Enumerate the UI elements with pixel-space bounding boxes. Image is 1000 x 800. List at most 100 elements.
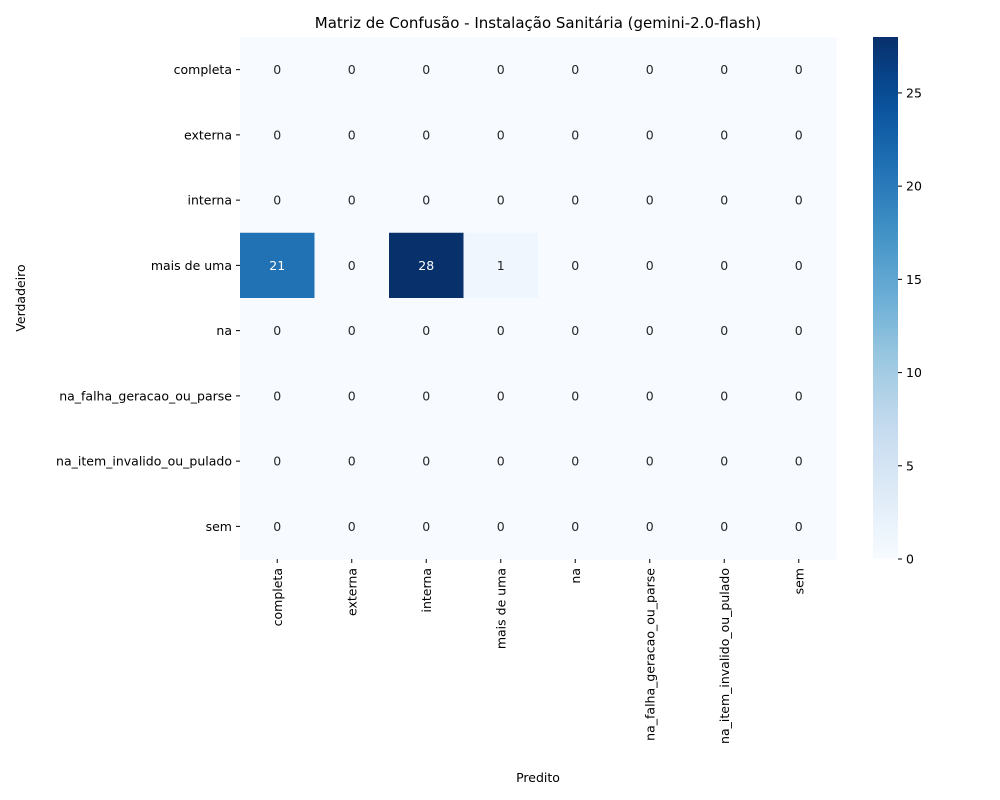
colorbar-tick-label: 15 (906, 272, 922, 287)
cell-value-label: 0 (720, 62, 728, 77)
cell-value-label: 0 (273, 127, 281, 142)
heatmap-cell (240, 167, 316, 234)
x-tick-label: completa (270, 568, 285, 626)
heatmap-cell (538, 232, 614, 299)
cell-value-label: 0 (348, 258, 356, 273)
heatmap-cell (612, 167, 688, 234)
colorbar-tick-label: 10 (906, 365, 922, 380)
cell-value-label: 0 (646, 193, 654, 208)
cell-value-label: 0 (273, 193, 281, 208)
cell-value-label: 0 (273, 519, 281, 534)
heatmap-cell (761, 102, 837, 169)
heatmap-cell (538, 493, 614, 560)
cell-value-label: 0 (497, 323, 505, 338)
heatmap-cell (389, 37, 465, 103)
heatmap-cell (389, 428, 465, 495)
cell-value-label: 1 (497, 258, 505, 273)
cell-value-label: 0 (348, 193, 356, 208)
heatmap-cell (612, 363, 688, 430)
y-tick-label: sem (206, 519, 232, 534)
cell-value-label: 0 (422, 519, 430, 534)
heatmap-cell (538, 428, 614, 495)
colorbar-tick-label: 0 (906, 552, 914, 567)
cell-value-label: 0 (422, 62, 430, 77)
cell-value-label: 0 (422, 323, 430, 338)
heatmap-cell (538, 102, 614, 169)
heatmap-cell (687, 493, 763, 560)
heatmap-cell (314, 493, 390, 560)
cell-value-label: 0 (646, 258, 654, 273)
heatmap-cell (389, 232, 465, 299)
heatmap-cell (761, 37, 837, 103)
cell-value-label: 0 (348, 323, 356, 338)
heatmap-cell (761, 298, 837, 364)
y-tick-label: externa (184, 127, 232, 142)
cell-value-label: 0 (422, 388, 430, 403)
cell-value-label: 0 (273, 388, 281, 403)
cell-value-label: 0 (795, 519, 803, 534)
cell-value-label: 0 (571, 454, 579, 469)
cell-value-label: 0 (720, 388, 728, 403)
heatmap-cell (463, 298, 539, 364)
cell-value-label: 0 (497, 62, 505, 77)
cell-value-label: 0 (348, 127, 356, 142)
heatmap-cell (612, 298, 688, 364)
y-axis-label: Verdadeiro (13, 264, 28, 331)
cell-value-label: 0 (497, 388, 505, 403)
heatmap-cell (463, 363, 539, 430)
cell-value-label: 0 (720, 519, 728, 534)
y-tick-label: completa (174, 62, 232, 77)
heatmap-cell (314, 232, 390, 299)
x-tick-label: interna (419, 568, 434, 613)
heatmap-cell (314, 102, 390, 169)
heatmap-cell (687, 232, 763, 299)
cell-value-label: 0 (422, 127, 430, 142)
heatmap-cell (761, 167, 837, 234)
cell-value-label: 0 (795, 193, 803, 208)
cell-value-label: 0 (720, 127, 728, 142)
cell-value-label: 0 (795, 258, 803, 273)
x-tick-label: na_falha_geracao_ou_parse (642, 568, 657, 741)
colorbar-tick-label: 25 (906, 85, 922, 100)
heatmap-cell (389, 298, 465, 364)
cell-value-label: 0 (571, 127, 579, 142)
heatmap-cell (761, 428, 837, 495)
cell-value-label: 0 (571, 519, 579, 534)
chart-title: Matriz de Confusão - Instalação Sanitári… (315, 14, 761, 32)
heatmap-cell (463, 167, 539, 234)
heatmap-cell (389, 102, 465, 169)
x-tick-label: externa (344, 568, 359, 616)
y-axis: completa externa interna mais de uma na na_fa… (56, 62, 240, 534)
heatmap-cell (240, 493, 316, 560)
heatmap-cell (314, 37, 390, 103)
cell-value-label: 0 (497, 519, 505, 534)
cell-value-label: 0 (497, 127, 505, 142)
colorbar: 0 5 10 15 20 25 (873, 37, 922, 567)
cell-value-label: 0 (571, 258, 579, 273)
heatmap-cell (389, 493, 465, 560)
heatmap-cell (612, 232, 688, 299)
cell-value-label: 0 (571, 323, 579, 338)
heatmap-cell (240, 232, 316, 299)
y-tick-label: interna (188, 193, 233, 208)
heatmap-cell (463, 232, 539, 299)
heatmap-cell (687, 37, 763, 103)
cell-value-label: 0 (497, 454, 505, 469)
y-tick-label: na_falha_geracao_ou_parse (59, 388, 232, 403)
heatmap-cell (687, 428, 763, 495)
y-tick-label: mais de uma (151, 258, 232, 273)
cell-value-label: 0 (646, 519, 654, 534)
colorbar-gradient (873, 37, 898, 559)
x-tick-label: na (568, 568, 583, 584)
heatmap-cell (389, 167, 465, 234)
cell-value-label: 0 (646, 388, 654, 403)
x-tick-label: sem (791, 568, 806, 594)
cell-value-label: 0 (720, 193, 728, 208)
heatmap-cell (463, 102, 539, 169)
heatmap-cell (240, 363, 316, 430)
cell-value-label: 0 (646, 454, 654, 469)
cell-value-label: 0 (646, 62, 654, 77)
heatmap-cell (761, 363, 837, 430)
heatmap-cell (612, 428, 688, 495)
